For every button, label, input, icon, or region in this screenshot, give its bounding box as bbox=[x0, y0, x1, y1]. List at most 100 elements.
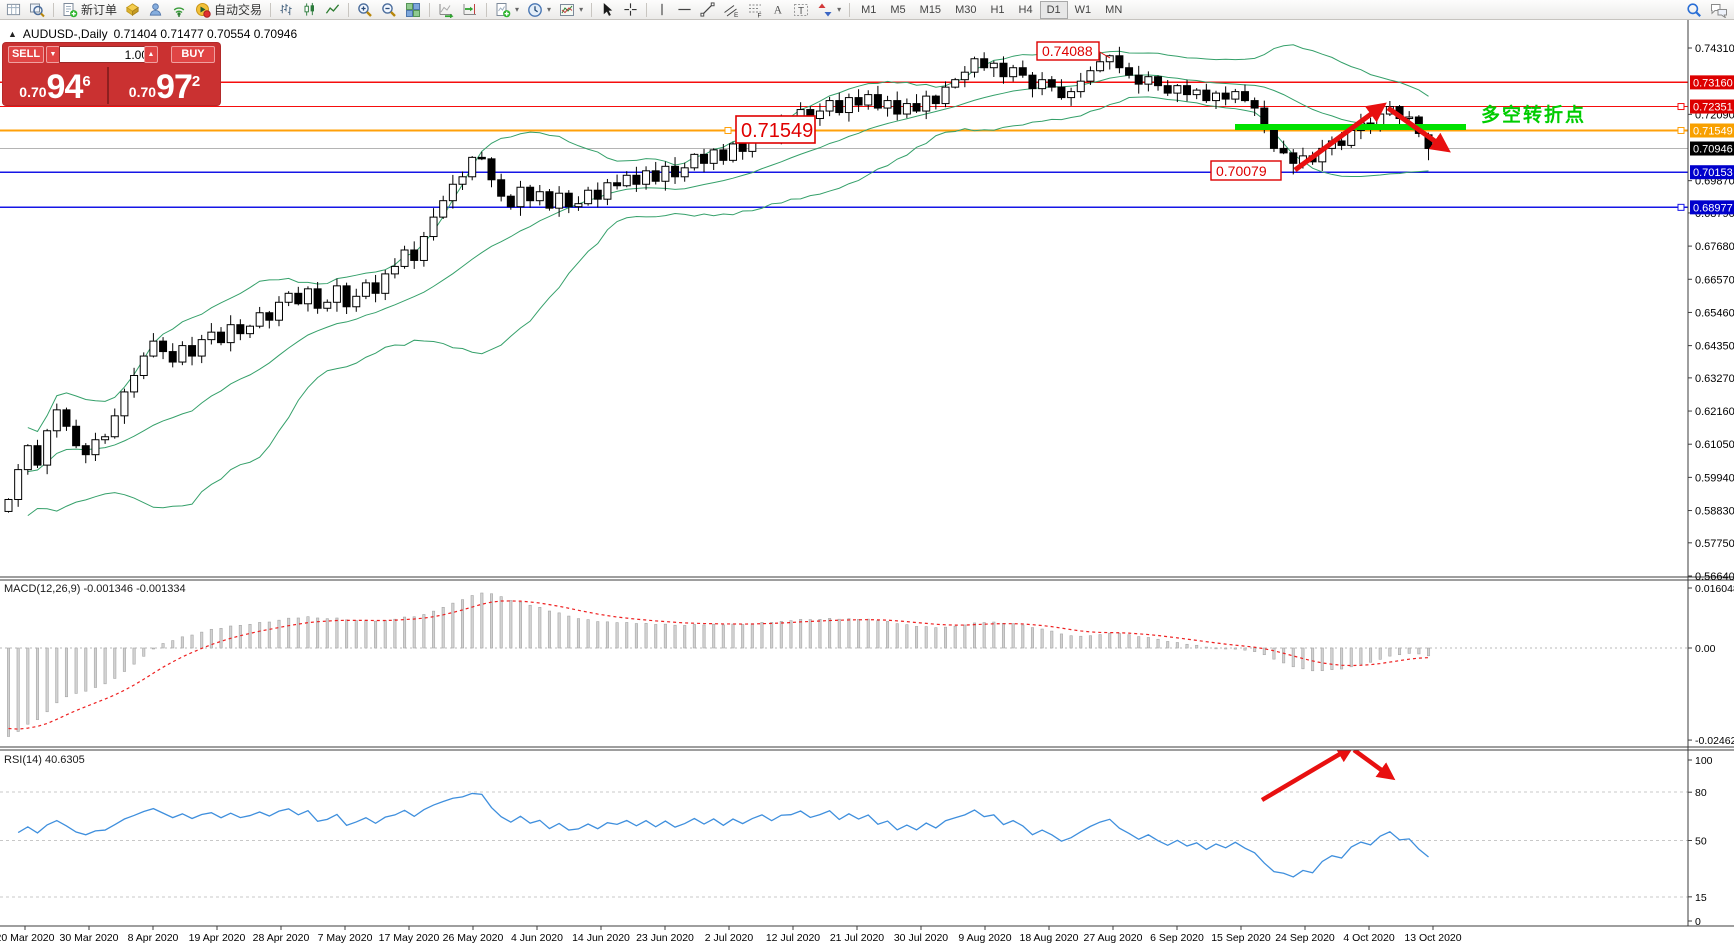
candle[interactable] bbox=[43, 430, 52, 466]
templates-dropdown[interactable]: ▾ bbox=[555, 1, 587, 19]
candle[interactable] bbox=[4, 498, 13, 512]
candle[interactable] bbox=[1115, 55, 1124, 69]
volume-increase-button[interactable]: ▲ bbox=[144, 46, 158, 63]
timeframe-button-M1[interactable]: M1 bbox=[861, 3, 877, 16]
auto-scroll-icon[interactable] bbox=[434, 1, 458, 19]
candle[interactable] bbox=[303, 288, 312, 305]
fibonacci-tool-icon[interactable]: F bbox=[743, 1, 767, 19]
candle[interactable] bbox=[352, 295, 361, 308]
candle[interactable] bbox=[477, 156, 486, 160]
candle[interactable] bbox=[342, 285, 351, 308]
candle[interactable] bbox=[1212, 92, 1220, 102]
candle[interactable] bbox=[709, 149, 718, 164]
candle[interactable] bbox=[671, 165, 680, 178]
candle[interactable] bbox=[893, 100, 902, 115]
candle[interactable] bbox=[468, 156, 477, 178]
text-tool-icon[interactable]: A bbox=[767, 1, 789, 19]
timeframe-button-M15[interactable]: M15 bbox=[919, 3, 942, 16]
price-chart-canvas[interactable]: 多空转折点 0.74088 0.71549 0.70079 0.743100.72090… bbox=[0, 20, 1734, 945]
profile-icon[interactable] bbox=[144, 1, 167, 19]
candle[interactable] bbox=[738, 143, 747, 152]
candle[interactable] bbox=[72, 425, 81, 447]
candle[interactable] bbox=[506, 195, 515, 208]
candle[interactable] bbox=[120, 391, 129, 417]
candle[interactable] bbox=[1192, 89, 1201, 96]
candle[interactable] bbox=[1096, 61, 1105, 72]
sell-price-display[interactable]: 0.70 94 6 bbox=[3, 67, 109, 104]
candle[interactable] bbox=[1086, 70, 1095, 82]
candle[interactable] bbox=[902, 103, 911, 115]
autotrading-button[interactable]: 自动交易 bbox=[191, 1, 266, 19]
line-handle[interactable] bbox=[1677, 103, 1685, 111]
candle[interactable] bbox=[313, 288, 322, 309]
candle[interactable] bbox=[700, 153, 709, 164]
candle[interactable] bbox=[1173, 85, 1182, 94]
candle[interactable] bbox=[729, 143, 737, 161]
timeframe-button-W1[interactable]: W1 bbox=[1074, 3, 1092, 16]
new-order-button[interactable]: 新订单 bbox=[58, 1, 121, 19]
candle[interactable] bbox=[101, 436, 110, 441]
candle[interactable] bbox=[110, 415, 119, 438]
crosshair-tool-icon[interactable] bbox=[619, 1, 642, 19]
candle[interactable] bbox=[91, 439, 100, 456]
candle[interactable] bbox=[574, 203, 583, 208]
candle[interactable] bbox=[719, 149, 728, 161]
vertical-line-tool-icon[interactable] bbox=[651, 1, 673, 19]
candle[interactable] bbox=[284, 292, 293, 303]
candle[interactable] bbox=[603, 182, 612, 200]
timeframe-button-D1[interactable]: D1 bbox=[1039, 0, 1068, 19]
candle[interactable] bbox=[130, 374, 139, 393]
candle[interactable] bbox=[149, 340, 158, 357]
timeframe-button-H1[interactable]: H1 bbox=[990, 3, 1005, 16]
candle[interactable] bbox=[555, 192, 564, 209]
candle[interactable] bbox=[941, 86, 950, 105]
pivot-text[interactable]: 多空转折点 bbox=[1481, 103, 1586, 126]
candle[interactable] bbox=[980, 58, 989, 69]
down-trend-arrow[interactable] bbox=[1386, 105, 1451, 153]
candle[interactable] bbox=[52, 409, 61, 432]
candle[interactable] bbox=[81, 445, 90, 456]
candle[interactable] bbox=[1269, 126, 1278, 149]
candle[interactable] bbox=[873, 94, 882, 109]
candle[interactable] bbox=[159, 340, 168, 353]
line-chart-type-icon[interactable] bbox=[321, 1, 344, 19]
candle[interactable] bbox=[1134, 74, 1143, 85]
candle[interactable] bbox=[545, 191, 554, 209]
candle[interactable] bbox=[168, 351, 177, 363]
candle[interactable] bbox=[661, 165, 670, 182]
candle[interactable] bbox=[207, 331, 216, 341]
candle[interactable] bbox=[951, 79, 960, 88]
candle[interactable] bbox=[410, 249, 419, 261]
timeframe-button-M30[interactable]: M30 bbox=[955, 3, 977, 16]
new-chart-dropdown[interactable]: ▾ bbox=[491, 1, 523, 19]
horizontal-lines[interactable] bbox=[0, 81, 1688, 211]
candle[interactable] bbox=[14, 469, 23, 500]
up-trend-arrow[interactable] bbox=[1293, 102, 1387, 173]
candle[interactable] bbox=[1202, 89, 1211, 102]
candle[interactable] bbox=[1231, 91, 1240, 100]
candle[interactable] bbox=[139, 355, 148, 376]
candle[interactable] bbox=[1047, 79, 1056, 88]
sell-button[interactable]: SELL bbox=[8, 46, 44, 63]
label-tool-icon[interactable]: T bbox=[789, 1, 813, 19]
candle[interactable] bbox=[381, 273, 390, 294]
line-handle[interactable] bbox=[724, 126, 732, 134]
candle[interactable] bbox=[1240, 91, 1249, 102]
candle[interactable] bbox=[487, 158, 496, 181]
periods-dropdown[interactable]: ▾ bbox=[523, 1, 555, 19]
candle[interactable] bbox=[516, 186, 525, 208]
candle[interactable] bbox=[236, 324, 245, 335]
candle[interactable] bbox=[1125, 67, 1134, 76]
candle[interactable] bbox=[584, 189, 593, 205]
candle[interactable] bbox=[188, 345, 197, 357]
panel-collapse-icon[interactable]: ▲ bbox=[8, 29, 17, 39]
candle[interactable] bbox=[197, 339, 206, 357]
line-handle[interactable] bbox=[1677, 126, 1685, 134]
candle[interactable] bbox=[332, 285, 341, 303]
candle[interactable] bbox=[999, 62, 1008, 78]
timeframe-button-H4[interactable]: H4 bbox=[1018, 3, 1033, 16]
candle[interactable] bbox=[989, 62, 998, 69]
candle[interactable] bbox=[526, 186, 535, 202]
candle[interactable] bbox=[1154, 76, 1163, 87]
candle[interactable] bbox=[564, 192, 573, 208]
